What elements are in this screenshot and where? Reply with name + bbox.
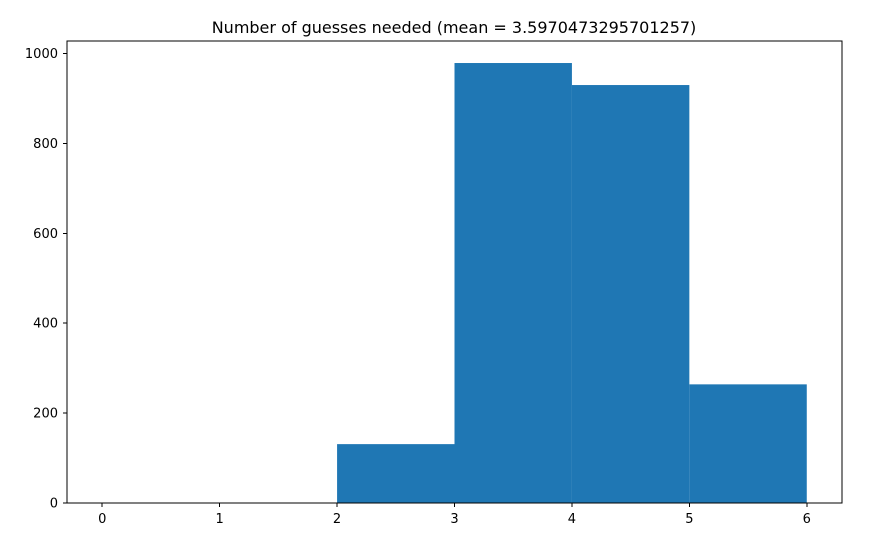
x-tick-label: 1: [216, 512, 224, 527]
bars-layer: [337, 63, 807, 504]
x-axis-ticks: 0 1 2 3 4 5 6: [98, 503, 811, 527]
x-tick-label: 3: [450, 512, 458, 527]
x-tick-label: 2: [333, 512, 341, 527]
y-tick-label: 0: [50, 497, 58, 512]
histogram-bar: [571, 85, 690, 504]
y-tick-label: 800: [33, 137, 58, 152]
x-tick-label: 0: [98, 512, 106, 527]
y-tick-label: 1000: [25, 47, 58, 62]
x-tick-label: 4: [568, 512, 576, 527]
y-tick-label: 400: [33, 317, 58, 332]
histogram-bar: [337, 444, 455, 503]
x-tick-label: 5: [685, 512, 693, 527]
y-tick-label: 200: [33, 407, 58, 422]
histogram-bar: [689, 384, 807, 503]
y-tick-label: 600: [33, 227, 58, 242]
x-tick-label: 6: [803, 512, 811, 527]
chart-title: Number of guesses needed (mean = 3.59704…: [212, 18, 697, 37]
histogram-bar: [454, 63, 572, 504]
y-axis-ticks: 0 200 400 600 800 1000: [25, 47, 67, 512]
